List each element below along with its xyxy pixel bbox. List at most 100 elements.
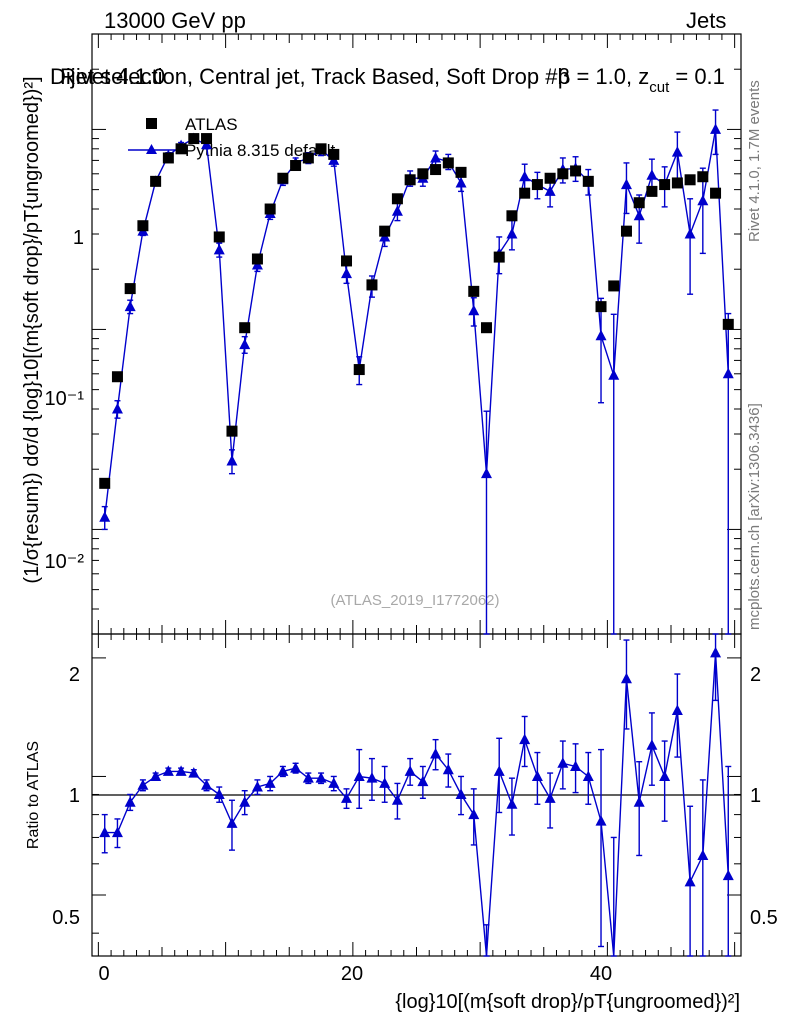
pythia-point [633, 209, 645, 221]
y-tick-label-1e-1: 10⁻¹ [45, 388, 85, 410]
pythia-point [226, 454, 238, 466]
ratio-tick-label-right-2: 2 [750, 664, 761, 686]
atlas-point [659, 179, 671, 191]
x-tick-label-40: 40 [590, 963, 612, 985]
atlas-point [162, 152, 174, 164]
pythia-point [341, 267, 353, 279]
atlas-point [480, 322, 492, 334]
ratio-point [595, 815, 607, 826]
pythia-point [697, 194, 709, 206]
ratio-point [417, 775, 429, 787]
atlas-point [671, 177, 683, 189]
atlas-point [251, 253, 263, 265]
ratio-point [315, 772, 327, 783]
legend-atlas-label: ATLAS [185, 115, 238, 134]
axis-ticks [92, 33, 741, 956]
ratio-point [620, 672, 632, 684]
x-axis-label: {log}10[(m{soft drop}/pT{ungroomed})²] [395, 991, 740, 1013]
y-axis-label-ratio: Ratio to ATLAS [25, 741, 42, 849]
legend-pythia-label: Pythia 8.315 default [185, 141, 336, 160]
ratio-point [379, 777, 391, 788]
ratio-point [430, 748, 442, 759]
ratio-tick-label-1: 1 [69, 785, 80, 807]
ratio-point [353, 770, 365, 781]
atlas-point [188, 133, 200, 145]
ratio-tick-label-0.5: 0.5 [52, 907, 80, 929]
ratio-point [722, 869, 734, 881]
atlas-point [213, 231, 225, 243]
pythia-point [646, 169, 658, 180]
ratio-point [99, 826, 111, 838]
atlas-point [646, 185, 658, 197]
atlas-point [493, 251, 505, 263]
atlas-point [341, 255, 353, 267]
atlas-point [302, 152, 314, 164]
chart-overlay-text: Rivet 4.1.0 [60, 64, 165, 89]
atlas-point [277, 172, 289, 184]
ratio-point [506, 798, 518, 809]
energy-label: 13000 GeV pp [104, 8, 246, 33]
ratio-point [404, 765, 416, 776]
atlas-point [99, 477, 111, 489]
pythia-point [595, 329, 607, 341]
atlas-point [442, 157, 454, 169]
legend-pythia-marker [146, 144, 157, 154]
y-axis-label-main: (1/σ{resum}) dσ/d {log}10[(m{soft drop}/… [21, 76, 43, 583]
pythia-point [213, 243, 225, 255]
atlas-point [620, 225, 632, 237]
ratio-point [124, 796, 136, 807]
atlas-point [430, 164, 442, 176]
title-zval: = 0.1 [669, 64, 725, 89]
atlas-point [722, 318, 734, 330]
ratio-point [455, 788, 467, 799]
atlas-point [684, 174, 696, 186]
ratio-point [710, 646, 722, 658]
atlas-point [544, 172, 556, 184]
pythia-point [620, 178, 632, 190]
atlas-point [557, 168, 569, 180]
pythia-point [544, 185, 556, 196]
pythia-point [722, 367, 734, 379]
pythia-point [124, 300, 136, 312]
title-beta: β = 1.0, z [558, 64, 650, 89]
ratio-point [671, 704, 683, 716]
ratio-line [104, 652, 729, 957]
atlas-point [595, 301, 607, 313]
pythia-point [391, 205, 403, 216]
pythia-point [671, 146, 683, 157]
atlas-point [353, 364, 365, 376]
ratio-point [150, 770, 162, 781]
atlas-point [468, 285, 480, 297]
ratio-point [239, 796, 251, 807]
title-main: Dijet selection, Central jet, Track Base… [50, 64, 570, 89]
pythia-point [684, 228, 696, 239]
atlas-point [582, 175, 594, 187]
pythia-point [608, 369, 620, 380]
atlas-point [201, 133, 213, 145]
atlas-point [239, 322, 251, 334]
ratio-point [659, 770, 671, 781]
atlas-point [633, 197, 645, 209]
ratio-point [201, 779, 213, 790]
ratio-point [442, 763, 454, 775]
chart-title: Dijet selection, Central jet, Track Base… [50, 64, 725, 96]
ratio-point [137, 779, 149, 790]
ratio-point [391, 794, 403, 805]
ratio-point [226, 817, 238, 828]
atlas-point [366, 279, 378, 291]
ratio-point [544, 792, 556, 803]
atlas-point [226, 425, 238, 437]
atlas-point [150, 175, 162, 187]
pythia-point [519, 170, 531, 182]
ratio-point [111, 826, 123, 838]
atlas-point [315, 143, 327, 155]
atlas-point [264, 203, 276, 215]
atlas-point [710, 187, 722, 199]
ratio-point [162, 765, 174, 776]
pythia-point [455, 176, 467, 188]
ratio-point [341, 792, 353, 803]
pythia-point [239, 338, 251, 350]
pythia-point [468, 304, 480, 316]
atlas-point [124, 283, 136, 295]
